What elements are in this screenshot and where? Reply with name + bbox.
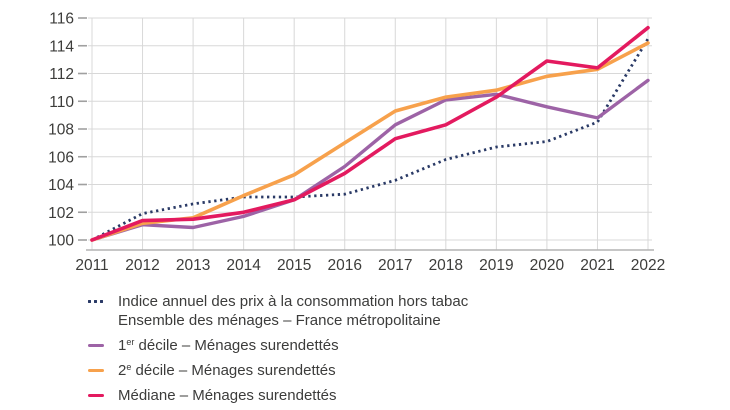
series-line-mediane	[90, 25, 650, 242]
x-tick-label: 2020	[530, 257, 565, 274]
line-chart-plot: 100 102 104 106 108 110 112 114 116 2011 2012 2013 2…	[48, 11, 665, 275]
y-tick-label: 108	[48, 122, 74, 139]
orange-line-icon	[88, 361, 118, 380]
x-tick-label: 2018	[429, 257, 463, 274]
y-tick-label: 100	[48, 233, 74, 250]
x-tick-label: 2012	[125, 257, 159, 274]
x-tick-label: 2013	[176, 257, 210, 274]
legend-mediane-label: Médiane – Ménages surendettés	[118, 387, 337, 404]
x-tick-label: 2014	[226, 257, 261, 274]
y-tick-label: 116	[49, 11, 74, 28]
chart-legend: Indice annuel des prix à la consommation…	[88, 292, 730, 405]
series-line-decile1	[90, 78, 650, 242]
legend-item-cpi: Indice annuel des prix à la consommation…	[88, 292, 730, 330]
y-tick-label: 112	[49, 66, 74, 83]
legend-item-mediane: Médiane – Ménages surendettés	[88, 386, 730, 405]
y-tick-label: 110	[49, 94, 74, 111]
y-tick-label: 106	[48, 149, 74, 166]
x-tick-label: 2011	[75, 257, 108, 274]
y-tick-label: 114	[49, 38, 74, 55]
x-tick-label: 2022	[631, 257, 665, 274]
purple-line-icon	[88, 336, 118, 355]
x-tick-label: 2015	[277, 257, 311, 274]
x-tick-label: 2016	[327, 257, 361, 274]
legend-decile2-label: 2e décile – Ménages surendettés	[118, 362, 336, 379]
legend-item-decile1: 1er décile – Ménages surendettés	[88, 336, 730, 355]
magenta-line-icon	[88, 386, 118, 405]
series-line-decile2	[90, 41, 650, 242]
legend-cpi-line1: Indice annuel des prix à la consommation…	[118, 293, 469, 310]
legend-decile1-label: 1er décile – Ménages surendettés	[118, 337, 339, 354]
series-line-cpi	[91, 38, 650, 242]
x-tick-label: 2021	[580, 257, 614, 274]
x-tick-label: 2017	[378, 257, 412, 274]
y-tick-label: 104	[48, 177, 74, 194]
legend-item-decile2: 2e décile – Ménages surendettés	[88, 361, 730, 380]
legend-cpi-line2: Ensemble des ménages – France métropolit…	[118, 312, 441, 329]
dotted-line-icon	[88, 292, 118, 311]
x-tick-label: 2019	[479, 257, 513, 274]
y-tick-label: 102	[48, 205, 74, 222]
